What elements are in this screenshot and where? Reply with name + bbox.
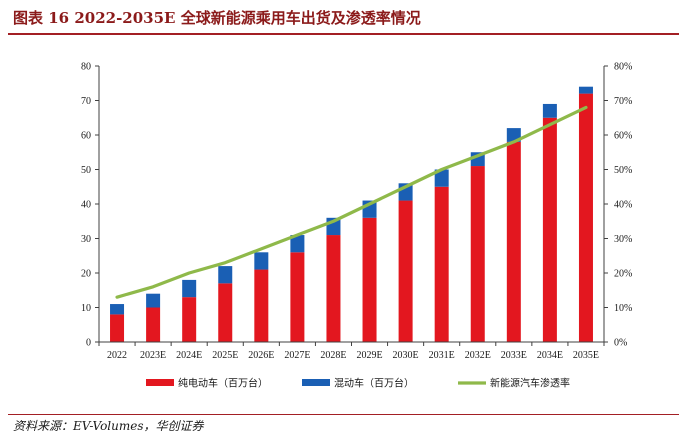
left-tick-label: 80	[81, 62, 91, 73]
bar-bev	[398, 200, 413, 342]
penetration-line	[115, 105, 588, 299]
x-tick-label: 2033E	[501, 350, 527, 361]
bar-bev	[470, 166, 485, 342]
left-tick-label: 70	[81, 96, 91, 107]
bar-phev	[542, 103, 557, 118]
bar-phev	[254, 252, 269, 270]
left-tick-label: 40	[81, 200, 91, 211]
bar-phev	[218, 266, 233, 284]
bar-phev	[578, 86, 593, 94]
x-tick-label: 2022	[107, 350, 127, 361]
legend-bev-swatch	[146, 379, 174, 386]
source-note: 资料来源：EV-Volumes，华创证券	[13, 419, 204, 433]
right-tick-label: 50%	[614, 165, 632, 176]
bar-phev	[506, 128, 521, 142]
bar-phev	[146, 293, 161, 308]
right-tick-label: 40%	[614, 200, 632, 211]
left-tick-label: 50	[81, 165, 91, 176]
x-tick-label: 2029E	[356, 350, 382, 361]
bar-bev	[254, 269, 269, 342]
bar-phev	[290, 235, 305, 253]
x-tick-label: 2035E	[573, 350, 599, 361]
bar-bev	[110, 314, 125, 342]
axes-group: 0 10 20 30 40 50 60 70 80 0% 10% 20% 30% 40% 50% 60% 70%…	[81, 62, 632, 362]
x-tick-label: 2028E	[320, 350, 346, 361]
bar-bev	[326, 235, 341, 342]
bar-bev	[506, 141, 521, 342]
bar-bev	[182, 297, 197, 342]
legend: 纯电动车（百万台） 混动车（百万台） 新能源汽车渗透率	[146, 377, 570, 390]
x-tick-label: 2025E	[212, 350, 238, 361]
x-tick-label: 2024E	[176, 350, 202, 361]
bar-phev	[434, 169, 449, 187]
bar-phev	[182, 279, 197, 298]
left-tick-label: 10	[81, 303, 91, 314]
bar-bev	[578, 93, 593, 342]
legend-bev-label: 纯电动车（百万台）	[178, 377, 268, 390]
legend-penetration-label: 新能源汽车渗透率	[490, 377, 570, 390]
bar-phev	[110, 304, 125, 315]
left-tick-label: 20	[81, 269, 91, 280]
legend-phev-label: 混动车（百万台）	[334, 377, 414, 390]
bar-bev	[542, 117, 557, 342]
right-tick-label: 70%	[614, 96, 632, 107]
right-tick-label: 0%	[614, 338, 627, 349]
source-divider	[8, 414, 679, 415]
bar-bev	[146, 307, 161, 342]
x-tick-label: 2030E	[393, 350, 419, 361]
x-tick-label: 2034E	[537, 350, 563, 361]
left-tick-label: 60	[81, 131, 91, 142]
penetration-line-group	[115, 105, 588, 299]
x-tick-label: 2027E	[284, 350, 310, 361]
right-tick-label: 10%	[614, 303, 632, 314]
chart-title: 图表 16 2022-2035E 全球新能源乘用车出货及渗透率情况	[13, 9, 421, 27]
right-tick-label: 30%	[614, 234, 632, 245]
left-tick-label: 30	[81, 234, 91, 245]
bar-bev	[290, 252, 305, 342]
right-tick-label: 60%	[614, 131, 632, 142]
right-tick-label: 80%	[614, 62, 632, 73]
right-tick-label: 20%	[614, 269, 632, 280]
legend-phev-swatch	[302, 379, 330, 386]
bar-bev	[362, 217, 377, 342]
x-tick-label: 2026E	[248, 350, 274, 361]
left-tick-label: 0	[86, 338, 91, 349]
title-divider	[8, 33, 679, 35]
x-tick-label: 2032E	[465, 350, 491, 361]
bar-bev	[434, 186, 449, 342]
x-tick-label: 2031E	[429, 350, 455, 361]
bar-bev	[218, 283, 233, 342]
x-tick-label: 2023E	[140, 350, 166, 361]
